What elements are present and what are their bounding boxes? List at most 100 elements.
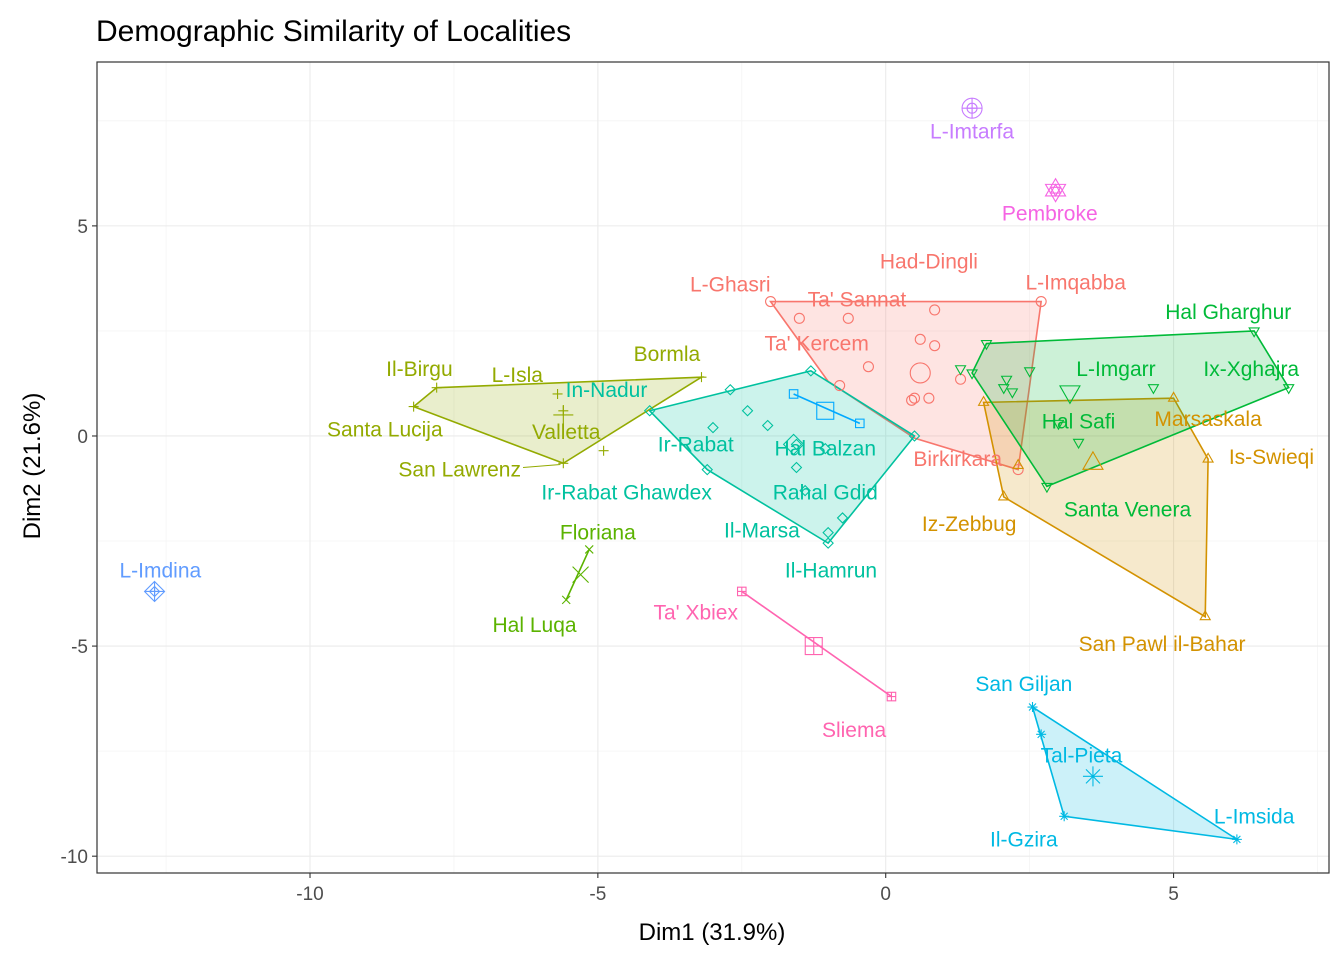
data-point <box>1000 375 1013 387</box>
data-point <box>819 442 832 455</box>
data-point <box>431 382 442 393</box>
y-tick-label: 5 <box>77 217 88 238</box>
point-label: Hal Luqa <box>493 614 577 637</box>
point-label: L-Imqabba <box>1025 272 1126 295</box>
data-point <box>793 312 805 324</box>
data-point <box>980 339 993 351</box>
point-label: Valletta <box>532 421 601 444</box>
point-label: Il-Hamrun <box>785 559 877 582</box>
point-label: Ix-Xghajra <box>1203 358 1299 381</box>
data-point <box>1036 729 1047 740</box>
data-point <box>736 586 747 597</box>
x-tick-label: 0 <box>880 884 891 905</box>
data-point <box>1012 458 1025 469</box>
point-label: Ta' Sannat <box>808 288 907 311</box>
chart-title: Demographic Similarity of Localities <box>96 15 571 48</box>
group-centroid-marker <box>1082 766 1103 787</box>
point-label: Tal-Pieta <box>1041 744 1123 767</box>
point-label: Hal Balzan <box>774 438 876 461</box>
cluster-hull <box>793 393 861 425</box>
point-label: Sliema <box>822 719 887 742</box>
point-label: Hal Gharghur <box>1165 301 1291 324</box>
group-centroid-marker <box>782 433 805 456</box>
data-point <box>761 419 774 432</box>
point-label: In-Nadur <box>566 379 648 402</box>
point-label: L-Imgarr <box>1076 358 1155 381</box>
data-point <box>908 430 921 442</box>
plot-panel <box>96 61 1330 874</box>
data-point <box>929 304 941 316</box>
group-centroid-marker <box>1058 385 1081 405</box>
data-point <box>741 404 754 417</box>
point-label: Ta' Kercem <box>764 333 868 356</box>
data-point <box>966 369 979 380</box>
point-label: Ir-Rabat <box>658 433 734 456</box>
point-label: L-Imsida <box>1214 805 1295 828</box>
point-label: L-Ghasri <box>690 274 771 297</box>
grid <box>97 62 1329 873</box>
point-label: L-Imtarfa <box>930 120 1014 143</box>
data-point <box>929 340 941 352</box>
data-point <box>906 394 918 406</box>
point-label: Floriana <box>560 522 636 545</box>
x-tick-label: 5 <box>1168 884 1179 905</box>
y-tick-label: -5 <box>71 637 88 658</box>
group-centroid-marker <box>1082 450 1104 470</box>
data-point <box>707 421 719 434</box>
point-label: L-Imdina <box>119 559 201 582</box>
data-point <box>1027 702 1038 713</box>
data-point <box>1231 834 1242 845</box>
data-point <box>799 484 811 497</box>
point-label: Marsaskala <box>1154 408 1262 431</box>
cluster-hull <box>982 397 1209 619</box>
point-label: San Lawrenz <box>398 459 521 482</box>
data-point <box>788 389 799 399</box>
point-label: Bormla <box>634 343 701 366</box>
point-label: Hal Safi <box>1042 410 1116 433</box>
data-point <box>886 691 897 702</box>
group-hulls <box>412 300 1290 841</box>
data-point <box>643 404 656 417</box>
data-point <box>1072 438 1085 450</box>
data-point <box>408 401 419 412</box>
data-point <box>805 365 817 377</box>
group-centroid-marker <box>909 362 931 384</box>
point-label: Santa Venera <box>1064 499 1192 522</box>
point-label: Ir-Rabat Ghawdex <box>541 482 712 505</box>
data-point <box>862 361 874 373</box>
data-point <box>1199 609 1212 621</box>
data-point <box>923 392 935 404</box>
data-point <box>561 595 571 605</box>
point-label: Birkirkara <box>913 448 1002 471</box>
data-point <box>696 372 707 383</box>
data-point <box>1248 327 1261 338</box>
x-tick-label: -5 <box>589 884 606 905</box>
group-centroid-marker <box>816 401 835 420</box>
label-leader-line <box>522 464 561 468</box>
data-point <box>1282 384 1295 395</box>
data-point <box>1202 452 1215 463</box>
cluster-hull <box>741 590 892 698</box>
cluster-hull <box>769 300 1043 471</box>
data-point <box>1052 419 1065 431</box>
data-point <box>822 537 834 549</box>
data-point <box>724 383 737 396</box>
data-point <box>1035 295 1047 308</box>
data-point <box>558 458 569 469</box>
y-tick-label: 0 <box>77 427 88 448</box>
data-point <box>1049 183 1062 198</box>
data-point <box>954 365 967 376</box>
point-label: Is-Swieqi <box>1229 446 1314 469</box>
data-point <box>977 395 990 406</box>
cluster-hull <box>1031 705 1238 841</box>
data-point <box>1147 384 1160 395</box>
data-points <box>143 97 1295 845</box>
data-point <box>842 312 854 324</box>
cluster-hull <box>971 330 1290 488</box>
point-label: Had-Dingli <box>880 251 978 274</box>
cluster-hull <box>648 369 916 545</box>
point-label: Santa Lucija <box>327 419 443 442</box>
data-point <box>1059 811 1070 822</box>
data-point <box>701 463 714 476</box>
data-point <box>1012 464 1024 476</box>
